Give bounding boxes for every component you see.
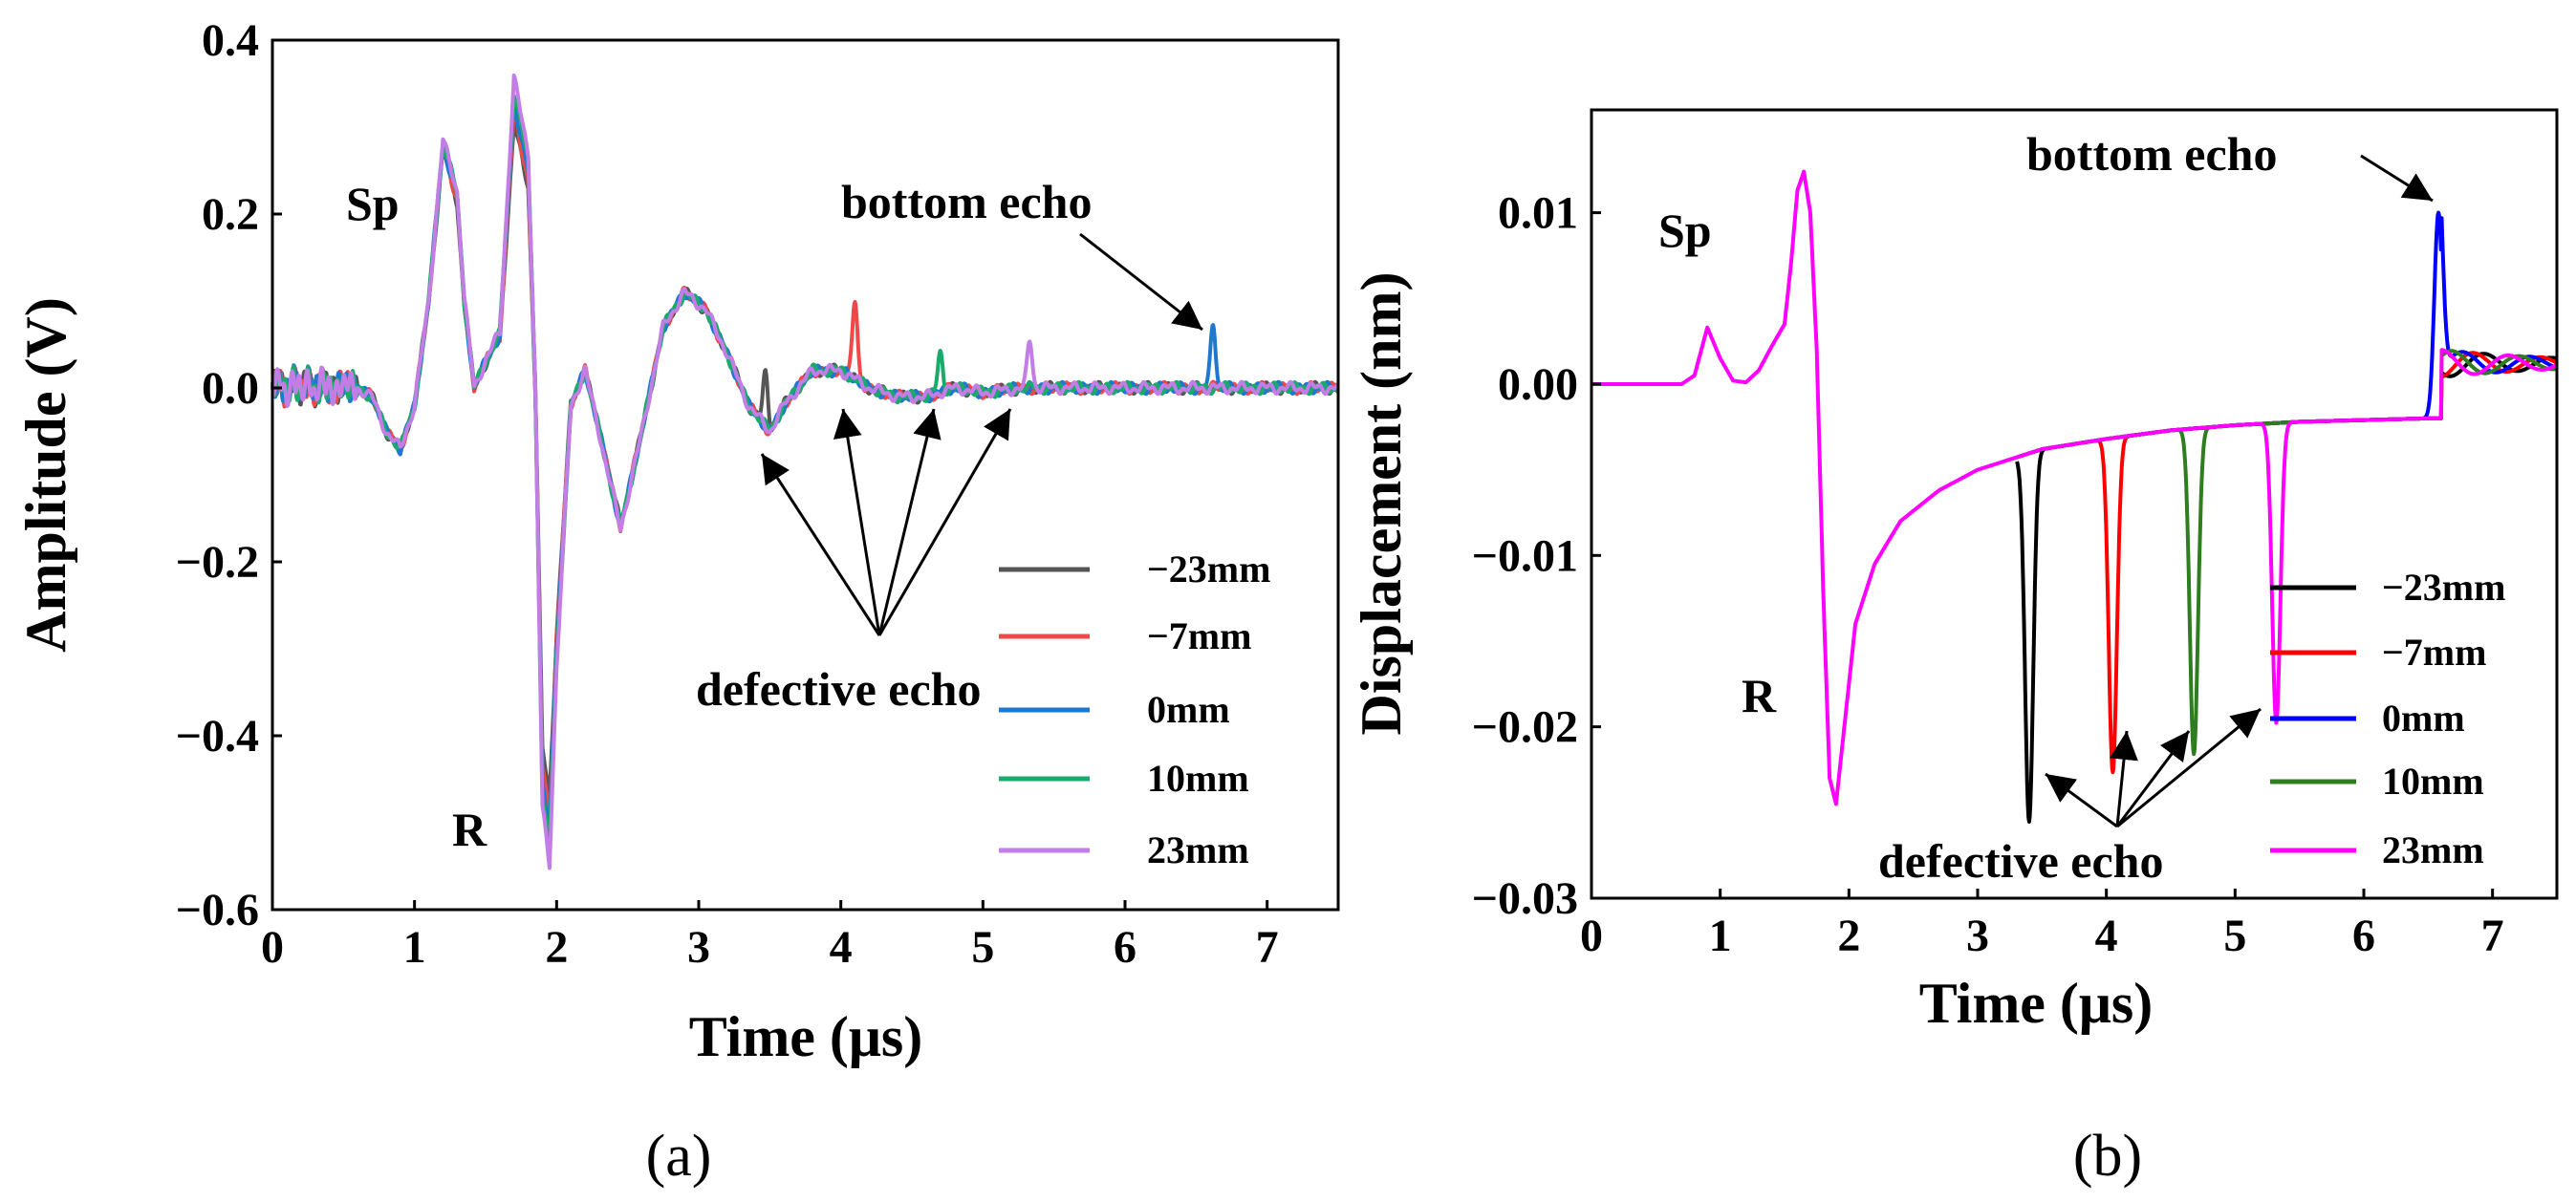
y-tick-label: 0.4	[202, 15, 259, 66]
y-tick-label: 0.00	[1498, 359, 1578, 410]
panel-b-xlabel: Time (μs)	[1919, 972, 2154, 1035]
panel-a-ylabel: Amplitude (V)	[14, 297, 77, 653]
x-tick-label: 0	[261, 922, 284, 973]
panel-b-r-annotation: R	[1742, 669, 1777, 722]
panel-b-bottom-echo-arrow	[2360, 154, 2434, 203]
legend-item: 23mm	[2270, 828, 2484, 871]
panel-b-ticks: 0 1 2 3 4 5 6 7 0.01 0.00 −0.01 −0.02 −0.03	[1472, 188, 2504, 961]
series-line	[2015, 349, 2559, 757]
series-line	[271, 73, 1340, 870]
panel-a-xlabel: Time (μs)	[689, 1005, 923, 1068]
legend-label: −23mm	[1147, 548, 1270, 591]
panel-b-series	[1590, 169, 2559, 824]
x-tick-label: 4	[2095, 911, 2118, 961]
y-tick-label: 0.2	[202, 189, 259, 240]
x-tick-label: 6	[1114, 922, 1136, 973]
panel-b-defective-echo-annotation: defective echo	[1878, 834, 2163, 888]
panel-a-defective-echo-annotation: defective echo	[696, 662, 981, 716]
legend-label: −7mm	[2382, 631, 2486, 674]
panel-b-bottom-echo-annotation: bottom echo	[2026, 127, 2277, 181]
y-tick-label: −0.01	[1472, 530, 1578, 581]
legend-item: 23mm	[999, 828, 1249, 871]
x-tick-label: 4	[830, 922, 853, 973]
y-tick-label: 0.01	[1498, 188, 1578, 239]
legend-label: 23mm	[1147, 828, 1249, 871]
x-tick-label: 7	[2481, 911, 2504, 961]
x-tick-label: 0	[1580, 911, 1603, 961]
x-tick-label: 3	[1966, 911, 1989, 961]
legend-item: 10mm	[999, 757, 1249, 800]
x-tick-label: 1	[1709, 911, 1732, 961]
legend-label: 10mm	[1147, 757, 1249, 800]
panel-b-plot-frame	[1590, 108, 2559, 900]
legend-label: −23mm	[2382, 566, 2505, 609]
legend-label: 0mm	[1147, 688, 1230, 731]
panel-b-legend: −23mm −7mm 0mm 10mm 23mm	[2270, 566, 2505, 871]
panel-a-bottom-echo-arrow	[1079, 232, 1203, 332]
panel-a-plot-frame	[271, 38, 1340, 912]
y-tick-label: −0.6	[176, 885, 259, 935]
legend-item: −7mm	[999, 614, 1251, 657]
legend-item: 10mm	[2270, 760, 2484, 803]
legend-item: 0mm	[999, 688, 1230, 731]
panel-a-sp-annotation: Sp	[346, 177, 400, 230]
panel-b-label: (b)	[2073, 1124, 2142, 1189]
x-tick-label: 5	[2223, 911, 2246, 961]
x-tick-label: 7	[1256, 922, 1279, 973]
y-tick-label: −0.2	[176, 537, 259, 588]
y-tick-label: 0.0	[202, 363, 259, 414]
x-tick-label: 1	[403, 922, 426, 973]
legend-label: −7mm	[1147, 614, 1251, 657]
x-tick-label: 2	[1837, 911, 1860, 961]
y-tick-label: −0.02	[1472, 702, 1578, 753]
x-tick-label: 2	[545, 922, 568, 973]
panel-a-ticks: 0 1 2 3 4 5 6 7 0.4 0.2 0.0 −0.2 −0.4 −0.6	[176, 15, 1279, 973]
panel-b-sp-annotation: Sp	[1658, 204, 1712, 257]
legend-label: 0mm	[2382, 697, 2465, 740]
series-line	[1590, 169, 2559, 806]
panel-a-bottom-echo-annotation: bottom echo	[841, 175, 1092, 228]
x-tick-label: 6	[2352, 911, 2375, 961]
series-line	[2015, 351, 2559, 775]
legend-item: −23mm	[999, 548, 1270, 591]
panel-b-defective-echo-arrows	[2045, 707, 2262, 828]
panel-a-r-annotation: R	[452, 803, 487, 856]
legend-item: −7mm	[2270, 631, 2486, 674]
legend-label: 23mm	[2382, 828, 2484, 871]
legend-item: 0mm	[2270, 697, 2465, 740]
panel-a-chart: 0 1 2 3 4 5 6 7 0.4 0.2 0.0 −0.2 −0.4 −0.6 Amplitude …	[14, 15, 1340, 1189]
legend-label: 10mm	[2382, 760, 2484, 803]
panel-a-label: (a)	[646, 1124, 712, 1189]
panel-b-ylabel: Displacement (nm)	[1350, 272, 1413, 736]
x-tick-label: 3	[687, 922, 710, 973]
panel-a-series	[271, 73, 1340, 870]
panel-a-defective-echo-arrows	[760, 408, 1012, 636]
panel-a-legend: −23mm −7mm 0mm 10mm 23mm	[999, 548, 1270, 871]
legend-item: −23mm	[2270, 566, 2505, 609]
x-tick-label: 5	[971, 922, 994, 973]
y-tick-label: −0.4	[176, 711, 259, 762]
panel-b-chart: 0 1 2 3 4 5 6 7 0.01 0.00 −0.01 −0.02 −0.03 Displace…	[1350, 108, 2559, 1189]
y-tick-label: −0.03	[1472, 873, 1578, 924]
